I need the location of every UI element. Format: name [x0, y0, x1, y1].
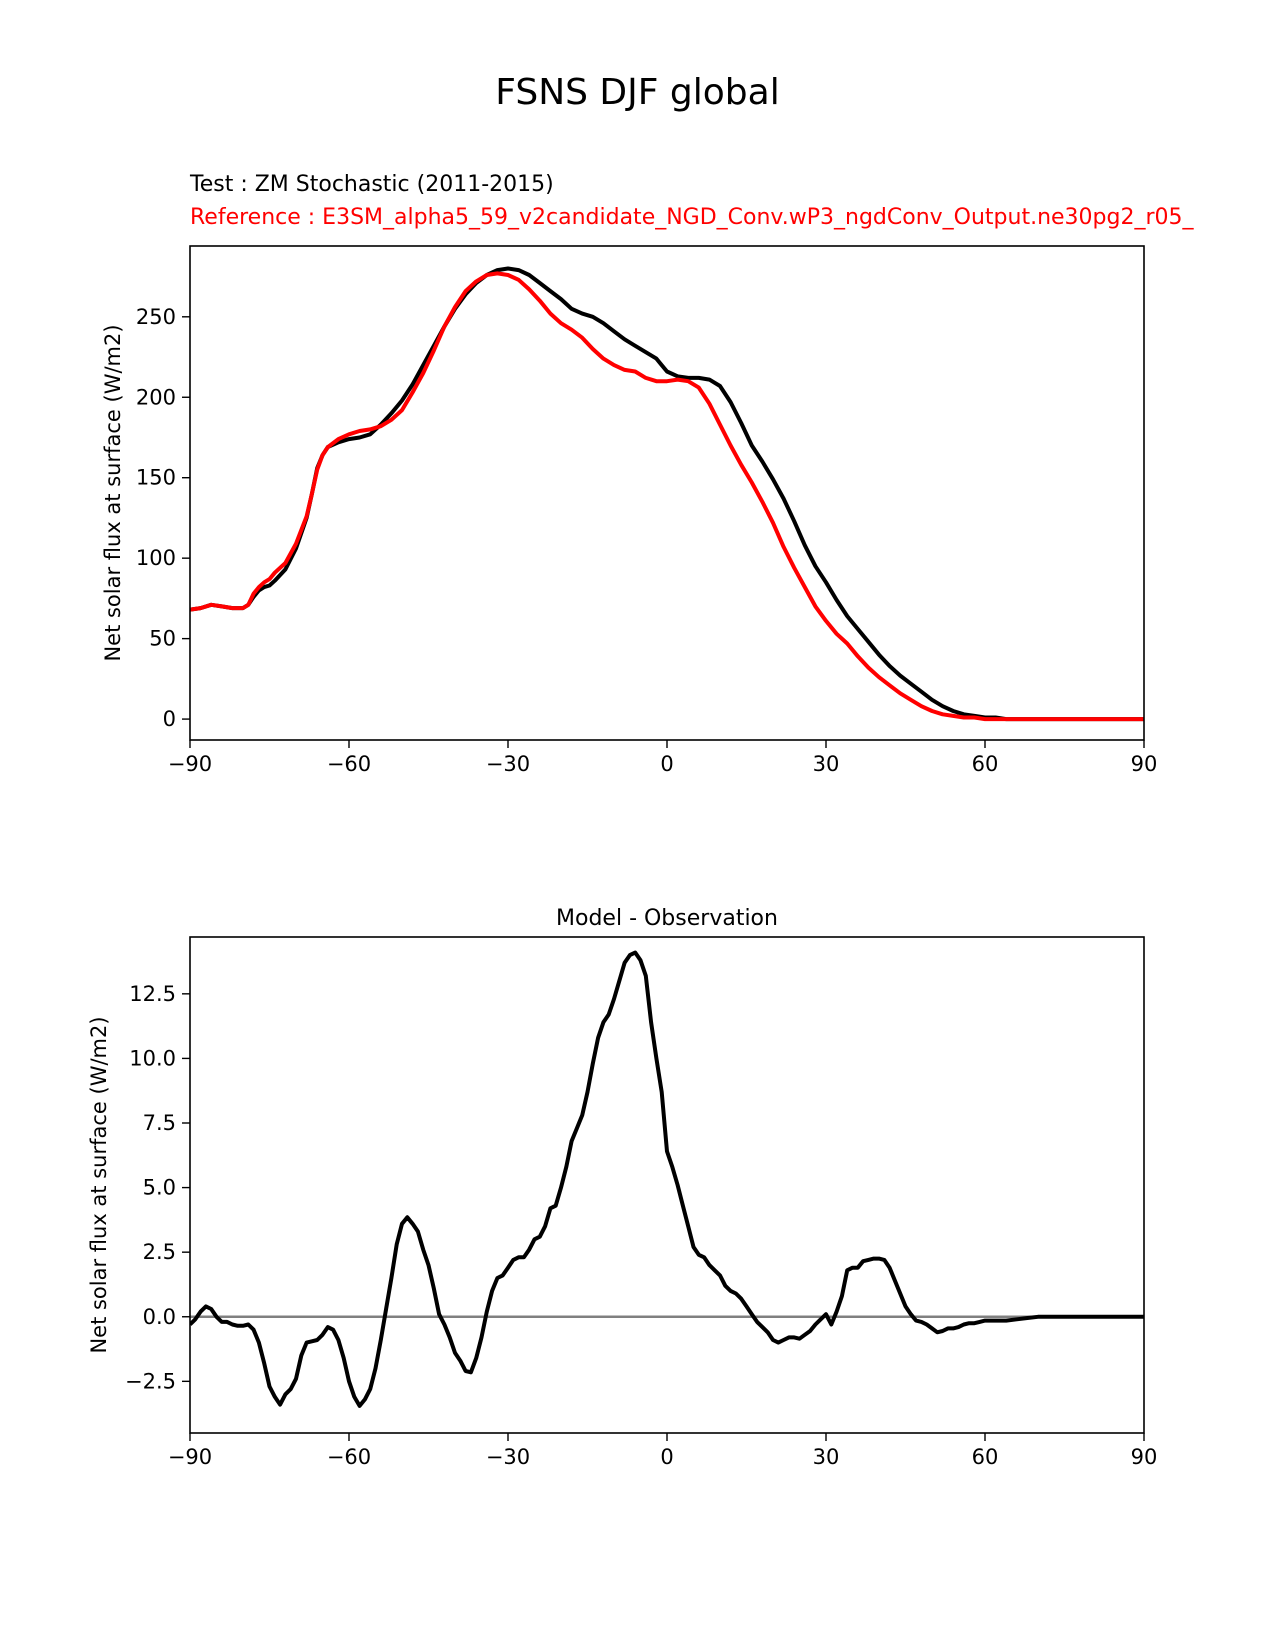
y-tick-label: −2.5: [125, 1369, 176, 1393]
series-line-model-observation: [190, 950, 1144, 1408]
plot-frame: [189, 936, 1145, 1434]
x-tick-label: −90: [168, 1445, 212, 1469]
y-tick-label: 200: [136, 385, 176, 409]
x-tick-label: 60: [972, 752, 999, 776]
y-tick-label: 5.0: [143, 1176, 176, 1200]
figure-title: FSNS DJF global: [495, 72, 780, 113]
x-tick-label: −90: [168, 752, 212, 776]
series-line-reference: [190, 271, 1144, 722]
y-tick-label: 7.5: [143, 1111, 176, 1135]
y-tick-label: 0.0: [143, 1305, 176, 1329]
series-line-test: [190, 266, 1144, 722]
x-tick-label: −30: [486, 1445, 530, 1469]
x-tick-label: 90: [1131, 752, 1158, 776]
y-tick-label: 50: [149, 627, 176, 651]
y-tick-label: 12.5: [129, 982, 176, 1006]
y-axis-label: Net solar flux at surface (W/m2): [101, 324, 125, 661]
x-tick-label: 90: [1131, 1445, 1158, 1469]
x-tick-label: 30: [813, 752, 840, 776]
chart-2: Model - Observation −90 −60 −30 0 30 60 90 −2.5 0…: [87, 906, 1157, 1469]
y-tick-label: 150: [136, 466, 176, 490]
x-tick-label: 30: [813, 1445, 840, 1469]
y-tick-label: 250: [136, 305, 176, 329]
plot-frame: [189, 245, 1145, 741]
y-tick-label: 100: [136, 546, 176, 570]
y-tick-label: 0: [163, 707, 176, 731]
y-tick-label: 2.5: [143, 1240, 176, 1264]
x-tick-label: −30: [486, 752, 530, 776]
x-tick-label: −60: [327, 1445, 371, 1469]
chart-1: −90 −60 −30 0 30 60 90 0 50 100 150 200 250 Net solar…: [101, 245, 1158, 776]
test-label: Test : ZM Stochastic (2011-2015): [190, 172, 554, 197]
x-tick-label: 60: [972, 1445, 999, 1469]
x-tick-label: 0: [660, 1445, 673, 1469]
y-tick-label: 10.0: [129, 1046, 176, 1070]
y-axis-label: Net solar flux at surface (W/m2): [87, 1016, 111, 1353]
reference-label: Reference : E3SM_alpha5_59_v2candidate_N…: [190, 205, 1194, 230]
x-tick-label: −60: [327, 752, 371, 776]
chart-2-title: Model - Observation: [556, 906, 778, 931]
x-tick-label: 0: [660, 752, 673, 776]
